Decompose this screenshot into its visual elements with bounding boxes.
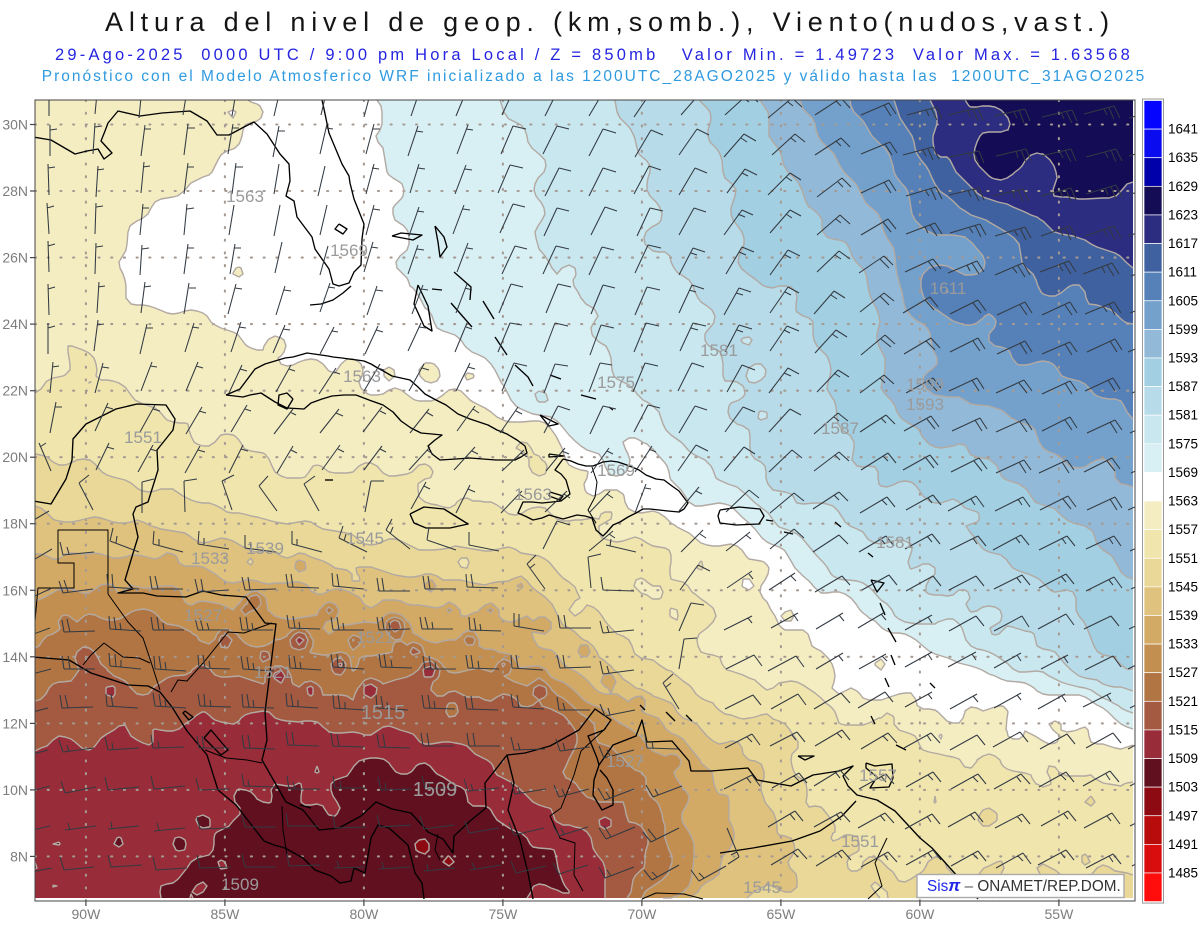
svg-text:1533: 1533 [191, 549, 229, 568]
svg-text:1599: 1599 [906, 375, 944, 394]
svg-text:Sisπ – ONAMET/REP.DOM.: Sisπ – ONAMET/REP.DOM. [927, 876, 1121, 895]
svg-text:1545: 1545 [1168, 579, 1198, 594]
svg-text:1635: 1635 [1168, 150, 1198, 165]
svg-text:85W: 85W [211, 906, 241, 922]
svg-text:1503: 1503 [1168, 780, 1198, 795]
svg-text:80W: 80W [350, 906, 380, 922]
svg-text:1581: 1581 [700, 341, 738, 360]
svg-text:1509: 1509 [1168, 751, 1198, 766]
svg-text:1563: 1563 [343, 367, 381, 386]
svg-text:1557: 1557 [1168, 522, 1198, 537]
svg-text:55W: 55W [1045, 906, 1075, 922]
svg-text:28N: 28N [2, 183, 28, 199]
svg-text:1521: 1521 [254, 663, 292, 682]
svg-text:1641: 1641 [1168, 122, 1198, 137]
svg-text:75W: 75W [489, 906, 519, 922]
svg-text:1563: 1563 [514, 485, 552, 504]
svg-text:1563: 1563 [226, 187, 264, 206]
svg-text:1569: 1569 [597, 461, 635, 480]
svg-text:1599: 1599 [1168, 322, 1198, 337]
svg-text:1551: 1551 [1168, 551, 1198, 566]
svg-text:12N: 12N [2, 715, 28, 731]
svg-text:1581: 1581 [1168, 408, 1198, 423]
svg-text:1545: 1545 [743, 878, 781, 897]
svg-text:1551: 1551 [841, 832, 879, 851]
svg-text:1611: 1611 [1168, 265, 1197, 280]
svg-text:1527: 1527 [606, 752, 644, 771]
svg-text:1587: 1587 [1168, 379, 1198, 394]
svg-text:1563: 1563 [1168, 494, 1198, 509]
svg-text:1581: 1581 [876, 533, 914, 552]
svg-text:1533: 1533 [1168, 637, 1198, 652]
svg-text:70W: 70W [628, 906, 658, 922]
svg-text:24N: 24N [2, 316, 28, 332]
svg-text:18N: 18N [2, 516, 28, 532]
svg-text:20N: 20N [2, 449, 28, 465]
svg-text:1629: 1629 [1168, 179, 1198, 194]
svg-text:1515: 1515 [1168, 722, 1198, 737]
svg-text:26N: 26N [2, 250, 28, 266]
svg-text:Altura del nivel de geop. (km,: Altura del nivel de geop. (km,somb.), Vi… [105, 7, 1115, 37]
svg-text:1515: 1515 [361, 702, 406, 724]
svg-text:90W: 90W [72, 906, 102, 922]
svg-text:1569: 1569 [330, 241, 368, 260]
svg-text:1605: 1605 [1168, 293, 1198, 308]
svg-text:1497: 1497 [1168, 808, 1198, 823]
svg-text:1551: 1551 [124, 428, 162, 447]
svg-text:1617: 1617 [1168, 236, 1198, 251]
svg-text:1575: 1575 [597, 373, 635, 392]
svg-text:1527: 1527 [1168, 665, 1198, 680]
svg-text:1593: 1593 [1168, 350, 1198, 365]
svg-text:60W: 60W [906, 906, 936, 922]
svg-text:1545: 1545 [346, 529, 384, 548]
svg-text:1569: 1569 [1168, 465, 1198, 480]
svg-text:1521: 1521 [356, 628, 394, 647]
svg-text:1527: 1527 [184, 606, 222, 625]
svg-text:1491: 1491 [1168, 837, 1198, 852]
svg-text:Pronóstico con el Modelo Atmos: Pronóstico con el Modelo Atmosferico WRF… [42, 68, 1146, 85]
svg-text:16N: 16N [2, 582, 28, 598]
svg-text:1623: 1623 [1168, 207, 1198, 222]
svg-text:14N: 14N [2, 649, 28, 665]
svg-text:1539: 1539 [246, 539, 284, 558]
svg-text:65W: 65W [767, 906, 797, 922]
svg-text:30N: 30N [2, 117, 28, 133]
svg-text:22N: 22N [2, 383, 28, 399]
svg-text:1587: 1587 [821, 419, 859, 438]
svg-text:1509: 1509 [221, 875, 259, 894]
svg-text:1557: 1557 [859, 766, 897, 785]
svg-text:1509: 1509 [413, 779, 458, 801]
svg-text:1485: 1485 [1168, 865, 1198, 880]
svg-text:1593: 1593 [906, 395, 944, 414]
svg-text:1575: 1575 [1168, 436, 1198, 451]
svg-text:8N: 8N [10, 848, 28, 864]
svg-text:1539: 1539 [1168, 608, 1198, 623]
svg-text:1611: 1611 [930, 279, 967, 298]
svg-text:10N: 10N [2, 782, 28, 798]
svg-text:1521: 1521 [1168, 694, 1198, 709]
svg-text:29-Ago-2025 0000 UTC / 9:00 p: 29-Ago-2025 0000 UTC / 9:00 pm Hora Loca… [55, 46, 1133, 64]
